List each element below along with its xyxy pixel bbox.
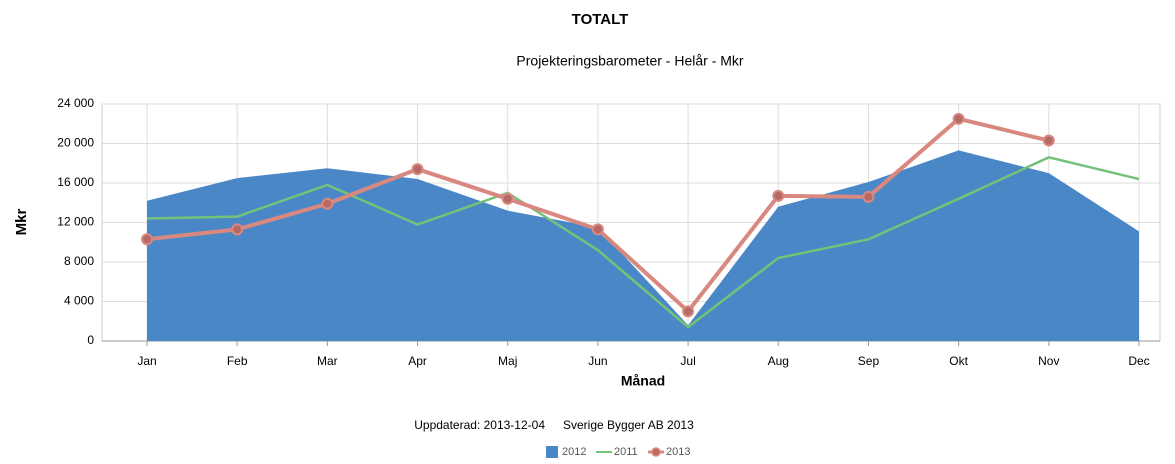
x-tick-label: Mar — [317, 354, 338, 368]
area — [147, 150, 1139, 341]
marker — [1042, 134, 1055, 147]
y-tick-label: 0 — [87, 333, 94, 347]
y-tick-label: 16 000 — [57, 175, 94, 189]
x-tick-label: Sep — [858, 354, 880, 368]
marker — [952, 112, 965, 125]
x-tick-label: Aug — [768, 354, 789, 368]
legend-label: 2012 — [562, 446, 586, 458]
chart-title: TOTALT — [572, 11, 629, 28]
x-tick-label: Jun — [588, 354, 607, 368]
y-tick-label: 8 000 — [64, 254, 94, 268]
x-tick-label: Dec — [1128, 354, 1149, 368]
legend-label: 2013 — [666, 446, 690, 458]
legend-swatch — [546, 446, 558, 458]
marker — [411, 163, 424, 176]
marker — [862, 190, 875, 203]
marker — [682, 305, 695, 318]
footer-date: Uppdaterad: 2013-12-04 — [414, 418, 545, 432]
marker — [772, 189, 785, 202]
chart-subtitle: Projekteringsbarometer - Helår - Mkr — [516, 53, 744, 69]
x-tick-label: Feb — [227, 354, 248, 368]
marker — [501, 192, 514, 205]
x-tick-label: Okt — [949, 354, 968, 368]
x-tick-label: Apr — [408, 354, 427, 368]
marker — [591, 223, 604, 236]
y-tick-label: 12 000 — [57, 215, 94, 229]
line — [146, 156, 1140, 329]
x-tick-label: Nov — [1038, 354, 1059, 368]
legend-label: 2011 — [614, 446, 638, 458]
marker — [141, 233, 153, 246]
y-tick-label: 24 000 — [57, 96, 94, 110]
x-tick-label: Maj — [498, 354, 517, 368]
x-tick-label: Jan — [137, 354, 156, 368]
y-tick-label: 20 000 — [57, 136, 94, 150]
marker — [321, 197, 334, 210]
marker — [231, 223, 244, 236]
y-tick-label: 4 000 — [64, 294, 94, 308]
x-tick-label: Jul — [680, 354, 695, 368]
y-axis-label: Mkr — [13, 209, 30, 236]
x-axis-label: Månad — [621, 373, 665, 389]
legend-marker — [651, 447, 661, 457]
footer-source: Sverige Bygger AB 2013 — [563, 418, 694, 432]
